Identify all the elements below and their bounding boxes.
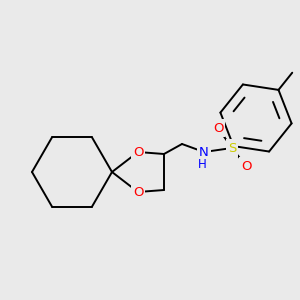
Text: N: N (199, 146, 209, 158)
Text: O: O (213, 122, 223, 134)
Text: H: H (198, 158, 206, 170)
Text: O: O (133, 146, 143, 158)
Text: O: O (241, 160, 251, 172)
Text: S: S (228, 142, 236, 154)
Text: O: O (133, 185, 143, 199)
